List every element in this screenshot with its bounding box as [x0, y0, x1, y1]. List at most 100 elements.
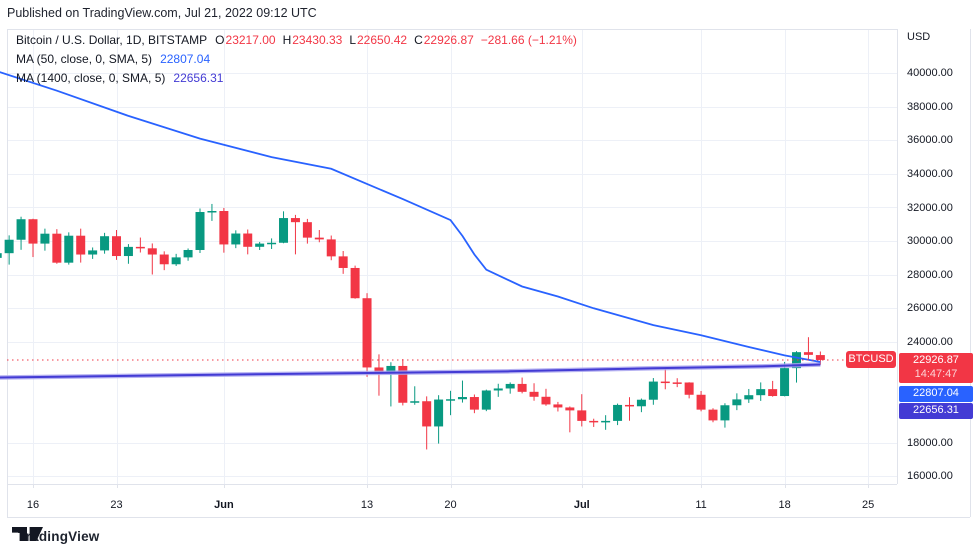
candle-body — [780, 368, 790, 397]
price-axis-tick-label: 16000.00 — [907, 470, 953, 483]
candle-body — [267, 242, 277, 245]
candle-body — [135, 246, 145, 249]
candle-body — [279, 218, 289, 243]
candle-body — [803, 352, 813, 355]
candle-body — [338, 256, 348, 268]
candle-body — [231, 233, 241, 245]
candle-body — [28, 219, 38, 244]
open-label: O — [215, 33, 225, 47]
price-axis-currency-label: USD — [907, 31, 931, 43]
candle-body — [207, 211, 217, 213]
candle-body — [744, 395, 754, 400]
candle-body — [362, 298, 372, 368]
candle-body — [457, 397, 467, 400]
close-value: 22926.87 — [423, 33, 474, 47]
tradingview-logo-icon[interactable] — [12, 527, 43, 541]
price-axis-tick-label: 38000.00 — [907, 100, 953, 113]
candle-body — [40, 233, 50, 244]
candle-body — [613, 404, 623, 421]
time-axis-label: 11 — [695, 499, 707, 511]
candle-body — [553, 404, 563, 408]
legend-row-symbol: Bitcoin / U.S. Dollar, 1D, BITSTAMP O2321… — [16, 31, 577, 50]
time-axis-label: 20 — [444, 499, 457, 511]
legend-row-ma50: MA (50, close, 0, SMA, 5) 22807.04 — [16, 50, 577, 69]
published-banner: Published on TradingView.com, Jul 21, 20… — [7, 6, 317, 20]
ma50-value: 22807.04 — [160, 52, 211, 66]
chart-legend: Bitcoin / U.S. Dollar, 1D, BITSTAMP O2321… — [16, 31, 577, 88]
candle-body — [577, 410, 587, 421]
price-axis-tick-label: 32000.00 — [907, 201, 953, 214]
candle-body — [481, 390, 491, 410]
candle-body — [171, 257, 181, 265]
candle-body — [255, 243, 265, 247]
price-axis-tick-label: 24000.00 — [907, 335, 953, 348]
candle-body — [660, 381, 670, 384]
ma1400-line — [0, 363, 821, 379]
candle-body — [290, 218, 300, 223]
candle-body — [374, 367, 384, 374]
ma50-line — [0, 71, 821, 363]
ma1400-value: 22656.31 — [173, 71, 224, 85]
candle-body — [684, 382, 694, 395]
time-axis-label: Jun — [214, 499, 234, 511]
candle-body — [732, 399, 742, 406]
candle-body — [517, 383, 527, 392]
candle-body — [386, 365, 396, 374]
time-axis-label: 16 — [26, 499, 40, 511]
price-axis-tick-label: 30000.00 — [907, 235, 953, 248]
candle-body — [696, 394, 706, 410]
candle-body — [314, 237, 324, 240]
ma1400-chip-line1: 22656.31 — [913, 403, 959, 416]
price-axis-tick-label: 40000.00 — [907, 67, 953, 79]
symbol-price-chip-label: BTCUSD — [848, 353, 894, 366]
candle-body — [756, 389, 766, 396]
candle-body — [469, 397, 479, 410]
open-value: 23217.00 — [225, 33, 276, 47]
price-axis-tick-label: 26000.00 — [907, 302, 953, 315]
candle-body — [708, 409, 718, 421]
candle-body — [410, 401, 420, 403]
time-axis-label: 25 — [861, 499, 875, 511]
candle-body — [541, 396, 551, 405]
time-axis-label: 13 — [360, 499, 374, 511]
price-axis-tick-label: 28000.00 — [907, 268, 953, 281]
high-value: 23430.33 — [292, 33, 343, 47]
candle-body — [88, 250, 98, 255]
symbol-price-chip: BTCUSD — [846, 351, 896, 369]
candle-body — [636, 399, 646, 407]
price-axis-tick-label: 18000.00 — [907, 436, 953, 449]
candle-body — [505, 383, 515, 389]
low-label: L — [349, 33, 356, 47]
candle-body — [219, 211, 229, 245]
candle-body — [147, 248, 157, 255]
candle-body — [350, 267, 360, 299]
candle-body — [326, 239, 336, 257]
candle-body — [815, 355, 825, 360]
candle-body — [302, 222, 312, 238]
candle-body — [792, 352, 802, 369]
candle-body — [100, 236, 110, 251]
low-value: 22650.42 — [357, 33, 408, 47]
price-axis-tick-label: 36000.00 — [907, 134, 953, 147]
time-axis-label: 23 — [110, 499, 123, 511]
ma1400-chip: 22656.31 — [899, 402, 973, 419]
last-price-chip: 22926.87 14:47:47 — [899, 352, 973, 383]
candle-body — [768, 389, 778, 397]
candle-body — [493, 388, 503, 391]
candle-body — [720, 405, 730, 421]
candle-body — [624, 404, 634, 407]
candle-body — [601, 420, 611, 423]
candle-body — [16, 219, 26, 240]
price-axis-tick-label: 34000.00 — [907, 167, 953, 180]
change-value: −281.66 (−1.21%) — [480, 33, 577, 47]
close-label: C — [414, 33, 423, 47]
candle-body — [398, 365, 408, 403]
candle-body — [446, 399, 456, 401]
ma1400-label: MA (1400, close, 0, SMA, 5) — [16, 71, 166, 85]
candle-body — [589, 420, 599, 423]
candle-body — [243, 233, 253, 247]
high-label: H — [282, 33, 292, 47]
last-price-chip-line1: 22926.87 — [913, 353, 959, 366]
